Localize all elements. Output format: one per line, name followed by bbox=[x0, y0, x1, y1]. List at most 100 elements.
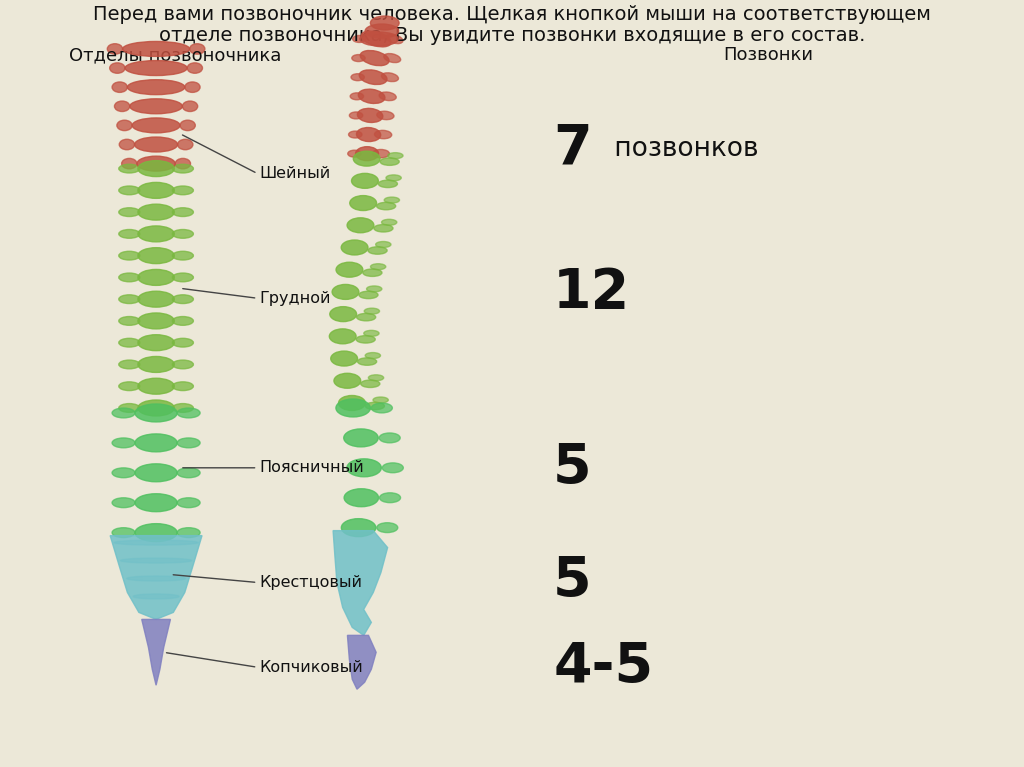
Ellipse shape bbox=[353, 151, 380, 166]
Ellipse shape bbox=[375, 130, 392, 139]
Ellipse shape bbox=[374, 225, 393, 232]
Ellipse shape bbox=[348, 150, 361, 157]
Polygon shape bbox=[333, 531, 388, 635]
Ellipse shape bbox=[380, 492, 400, 502]
Ellipse shape bbox=[382, 463, 403, 472]
Ellipse shape bbox=[112, 468, 135, 478]
Ellipse shape bbox=[336, 399, 371, 417]
Ellipse shape bbox=[364, 331, 379, 337]
Ellipse shape bbox=[138, 248, 174, 264]
Ellipse shape bbox=[360, 51, 389, 66]
Ellipse shape bbox=[119, 186, 140, 195]
Ellipse shape bbox=[177, 528, 200, 538]
Ellipse shape bbox=[115, 101, 130, 111]
Ellipse shape bbox=[177, 468, 200, 478]
Text: позвонков: позвонков bbox=[606, 136, 758, 162]
Ellipse shape bbox=[182, 101, 198, 111]
Ellipse shape bbox=[366, 402, 384, 410]
Ellipse shape bbox=[180, 120, 196, 130]
Ellipse shape bbox=[177, 140, 193, 150]
Ellipse shape bbox=[350, 196, 377, 211]
Ellipse shape bbox=[135, 404, 177, 422]
Ellipse shape bbox=[132, 118, 180, 133]
Ellipse shape bbox=[172, 186, 194, 195]
Ellipse shape bbox=[172, 403, 194, 413]
Ellipse shape bbox=[138, 204, 174, 220]
Ellipse shape bbox=[138, 226, 174, 242]
Ellipse shape bbox=[135, 524, 177, 542]
Text: Копчиковый: Копчиковый bbox=[259, 660, 364, 675]
Ellipse shape bbox=[172, 208, 194, 216]
Ellipse shape bbox=[347, 218, 374, 232]
Ellipse shape bbox=[388, 153, 403, 159]
Ellipse shape bbox=[119, 140, 134, 150]
Ellipse shape bbox=[127, 80, 184, 94]
Ellipse shape bbox=[172, 229, 194, 239]
Ellipse shape bbox=[119, 317, 140, 325]
Ellipse shape bbox=[336, 262, 362, 277]
Ellipse shape bbox=[331, 351, 357, 366]
Ellipse shape bbox=[127, 576, 185, 581]
Ellipse shape bbox=[172, 252, 194, 260]
Ellipse shape bbox=[373, 397, 388, 403]
Ellipse shape bbox=[119, 252, 140, 260]
Ellipse shape bbox=[119, 338, 140, 347]
Ellipse shape bbox=[133, 594, 179, 599]
Ellipse shape bbox=[365, 308, 380, 314]
Ellipse shape bbox=[112, 528, 135, 538]
Ellipse shape bbox=[372, 403, 392, 413]
Ellipse shape bbox=[138, 334, 174, 351]
Ellipse shape bbox=[361, 31, 391, 47]
Ellipse shape bbox=[189, 44, 205, 54]
Ellipse shape bbox=[172, 295, 194, 304]
Text: Грудной: Грудной bbox=[259, 291, 331, 306]
Ellipse shape bbox=[351, 173, 378, 189]
Text: 7: 7 bbox=[553, 122, 592, 176]
Ellipse shape bbox=[352, 54, 366, 61]
Text: отделе позвоночника, Вы увидите позвонки входящие в его состав.: отделе позвоночника, Вы увидите позвонки… bbox=[159, 26, 865, 45]
Text: Крестцовый: Крестцовый bbox=[259, 575, 362, 590]
Ellipse shape bbox=[384, 197, 399, 203]
Ellipse shape bbox=[357, 108, 383, 123]
Ellipse shape bbox=[359, 70, 387, 84]
Ellipse shape bbox=[371, 16, 399, 30]
Ellipse shape bbox=[110, 63, 125, 74]
Ellipse shape bbox=[369, 375, 384, 380]
Ellipse shape bbox=[352, 35, 366, 42]
Ellipse shape bbox=[379, 92, 396, 100]
Text: 4-5: 4-5 bbox=[553, 640, 653, 694]
Ellipse shape bbox=[367, 286, 382, 292]
Ellipse shape bbox=[378, 180, 397, 188]
Ellipse shape bbox=[172, 273, 194, 281]
Ellipse shape bbox=[135, 494, 177, 512]
Ellipse shape bbox=[114, 540, 199, 545]
Ellipse shape bbox=[112, 498, 135, 508]
Text: Шейный: Шейный bbox=[259, 166, 331, 181]
Ellipse shape bbox=[349, 112, 362, 119]
Ellipse shape bbox=[108, 44, 123, 54]
Ellipse shape bbox=[138, 400, 174, 416]
Ellipse shape bbox=[134, 137, 177, 152]
Ellipse shape bbox=[119, 382, 140, 390]
Ellipse shape bbox=[138, 357, 174, 373]
Ellipse shape bbox=[138, 269, 174, 285]
Ellipse shape bbox=[112, 408, 135, 418]
Text: Перед вами позвоночник человека. Щелкая кнопкой мыши на соответствующем: Перед вами позвоночник человека. Щелкая … bbox=[93, 5, 931, 24]
Ellipse shape bbox=[362, 269, 382, 276]
Ellipse shape bbox=[112, 438, 135, 448]
Ellipse shape bbox=[135, 434, 177, 452]
Ellipse shape bbox=[341, 518, 376, 537]
Ellipse shape bbox=[334, 374, 360, 388]
Ellipse shape bbox=[121, 558, 191, 563]
Ellipse shape bbox=[339, 396, 366, 410]
Ellipse shape bbox=[356, 314, 376, 321]
Ellipse shape bbox=[357, 358, 377, 365]
Ellipse shape bbox=[347, 459, 381, 477]
Ellipse shape bbox=[138, 291, 174, 307]
Ellipse shape bbox=[376, 242, 391, 248]
Ellipse shape bbox=[377, 202, 395, 210]
Ellipse shape bbox=[366, 353, 381, 358]
Ellipse shape bbox=[119, 403, 140, 413]
Ellipse shape bbox=[172, 360, 194, 369]
Ellipse shape bbox=[341, 240, 368, 255]
